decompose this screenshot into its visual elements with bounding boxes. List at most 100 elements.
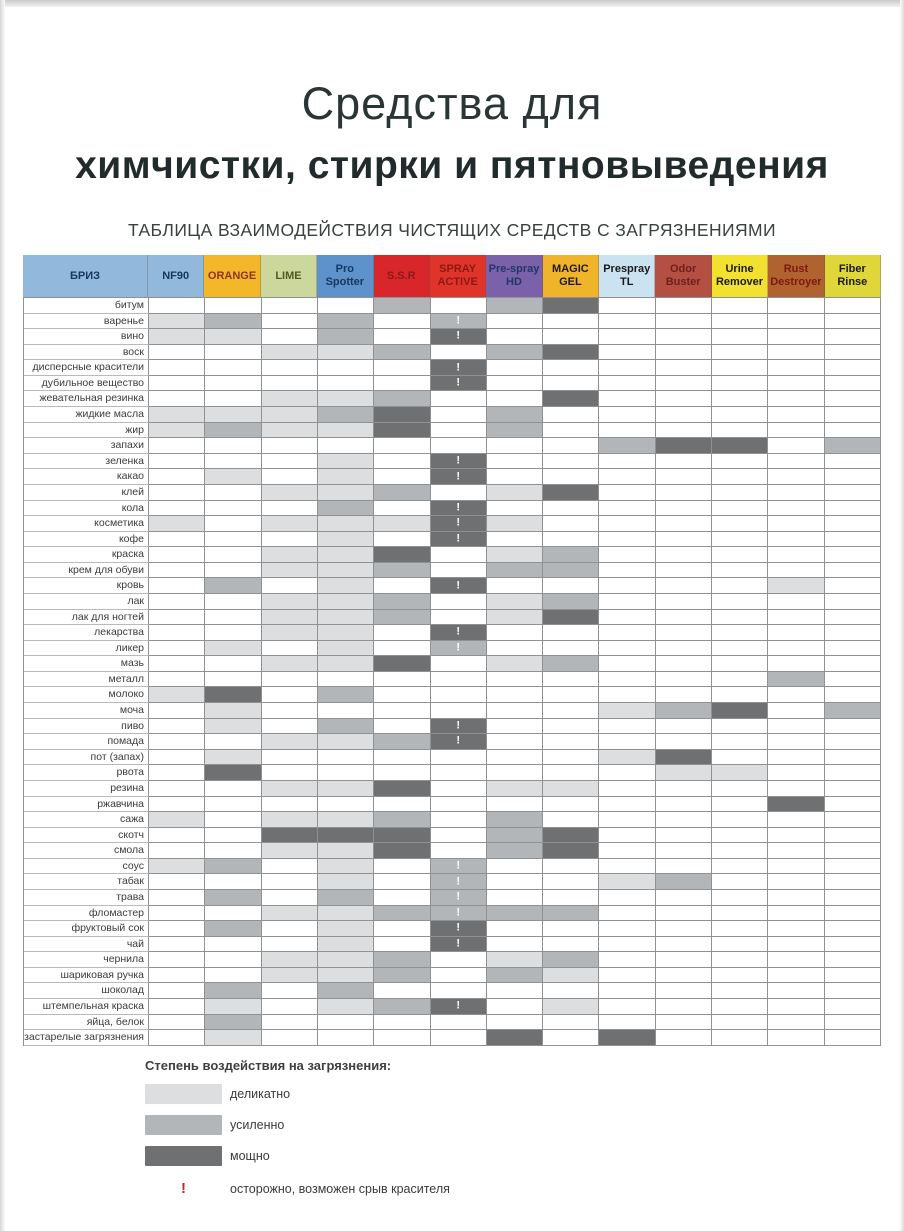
grid-cell: [486, 734, 544, 750]
grid-cell: [374, 298, 431, 314]
grid-cell: [768, 547, 825, 563]
grid-cell: [599, 593, 656, 610]
grid-cell: [261, 422, 318, 439]
grid-cell: [317, 734, 375, 750]
grid-cell: [712, 703, 769, 719]
grid-cell: [317, 422, 375, 439]
grid-cell: [149, 313, 206, 330]
grid-cell: [712, 407, 769, 423]
row-label: лекарства: [24, 625, 149, 641]
grid-cell: [261, 999, 318, 1015]
grid-cell: [317, 765, 375, 781]
grid-cell: [149, 874, 206, 890]
photo-edge-left: [0, 0, 5, 1231]
grid-cell: [712, 531, 769, 548]
grid-cell: [768, 329, 825, 345]
grid-cell: [374, 625, 431, 641]
row-label: вино: [24, 329, 149, 345]
grid-cell: [149, 687, 206, 704]
grid-cell: [712, 469, 769, 485]
grid-cell: [149, 983, 206, 1000]
grid-cell: [543, 734, 600, 750]
grid-cell: [149, 344, 206, 361]
grid-cell: [599, 889, 656, 906]
grid-cell: [149, 593, 206, 610]
row-label: лак: [24, 593, 149, 610]
grid-cell: [486, 921, 544, 937]
grid-cell: [374, 687, 431, 704]
row-label: яйца, белок: [24, 1014, 149, 1031]
grid-cell: [712, 422, 769, 439]
grid-cell: [824, 609, 881, 626]
grid-cell: [599, 562, 656, 579]
grid-cell: [430, 484, 487, 501]
grid-cell: [374, 827, 431, 844]
grid-cell: [317, 500, 375, 517]
grid-cell: [374, 516, 431, 532]
column-header: S.S.R: [373, 255, 430, 297]
grid-cell: [374, 344, 431, 361]
grid-cell: [317, 313, 375, 330]
legend-item-enhanced: усиленно: [145, 1115, 705, 1135]
grid-cell: [317, 858, 375, 875]
grid-cell: [261, 484, 318, 501]
grid-cell: [430, 562, 487, 579]
grid-cell: [486, 531, 544, 548]
grid-cell: [317, 703, 375, 719]
grid-cell: [768, 593, 825, 610]
grid-cell: [599, 609, 656, 626]
grid-cell: [205, 391, 262, 408]
grid-cell: [261, 967, 318, 984]
grid-cell: [599, 936, 656, 953]
grid-cell: [712, 656, 769, 672]
grid-cell: [374, 531, 431, 548]
grid-cell: [768, 469, 825, 485]
grid-cell: !: [430, 360, 487, 376]
row-label: шоколад: [24, 983, 149, 1000]
grid-cell: [824, 453, 881, 470]
caution-mark: !: [456, 937, 461, 950]
grid-cell: [374, 703, 431, 719]
legend-swatch-dark: [145, 1146, 222, 1166]
grid-cell: [205, 671, 262, 688]
grid-cell: [317, 438, 375, 454]
grid-cell: [655, 796, 713, 813]
grid-cell: [824, 889, 881, 906]
grid-cell: [824, 640, 881, 657]
grid-cell: [149, 484, 206, 501]
row-label: жевательная резинка: [24, 391, 149, 408]
grid-cell: [599, 313, 656, 330]
grid-cell: [374, 640, 431, 657]
grid-cell: [317, 843, 375, 859]
interaction-table: БРИЗ NF90 ORANGE LIME Pro Spotter S.S.R SPRAY …: [23, 255, 881, 1046]
grid-cell: [261, 547, 318, 563]
grid-cell: [261, 983, 318, 1000]
grid-cell: [599, 921, 656, 937]
grid-cell: [824, 516, 881, 532]
grid-cell: [824, 500, 881, 517]
grid-cell: [149, 843, 206, 859]
grid-cell: [317, 360, 375, 376]
grid-cell: [599, 874, 656, 890]
grid-cell: [486, 765, 544, 781]
grid-cell: [712, 375, 769, 392]
grid-cell: [374, 547, 431, 563]
grid-cell: [149, 812, 206, 828]
grid-cell: [430, 344, 487, 361]
grid-cell: [543, 874, 600, 890]
grid-cell: [486, 562, 544, 579]
grid-cell: [655, 531, 713, 548]
grid-cell: [149, 640, 206, 657]
grid-cell: [261, 578, 318, 594]
grid-cell: [317, 640, 375, 657]
grid-cell: [430, 749, 487, 766]
grid-cell: [543, 656, 600, 672]
grid-cell: [712, 796, 769, 813]
grid-cell: [486, 1030, 544, 1046]
grid-cell: !: [430, 578, 487, 594]
grid-cell: [712, 609, 769, 626]
caution-exclamation-icon: !: [181, 1180, 186, 1197]
row-label: шариковая ручка: [24, 967, 149, 984]
legend-item-delicate: деликатно: [145, 1084, 705, 1104]
grid-cell: [261, 858, 318, 875]
